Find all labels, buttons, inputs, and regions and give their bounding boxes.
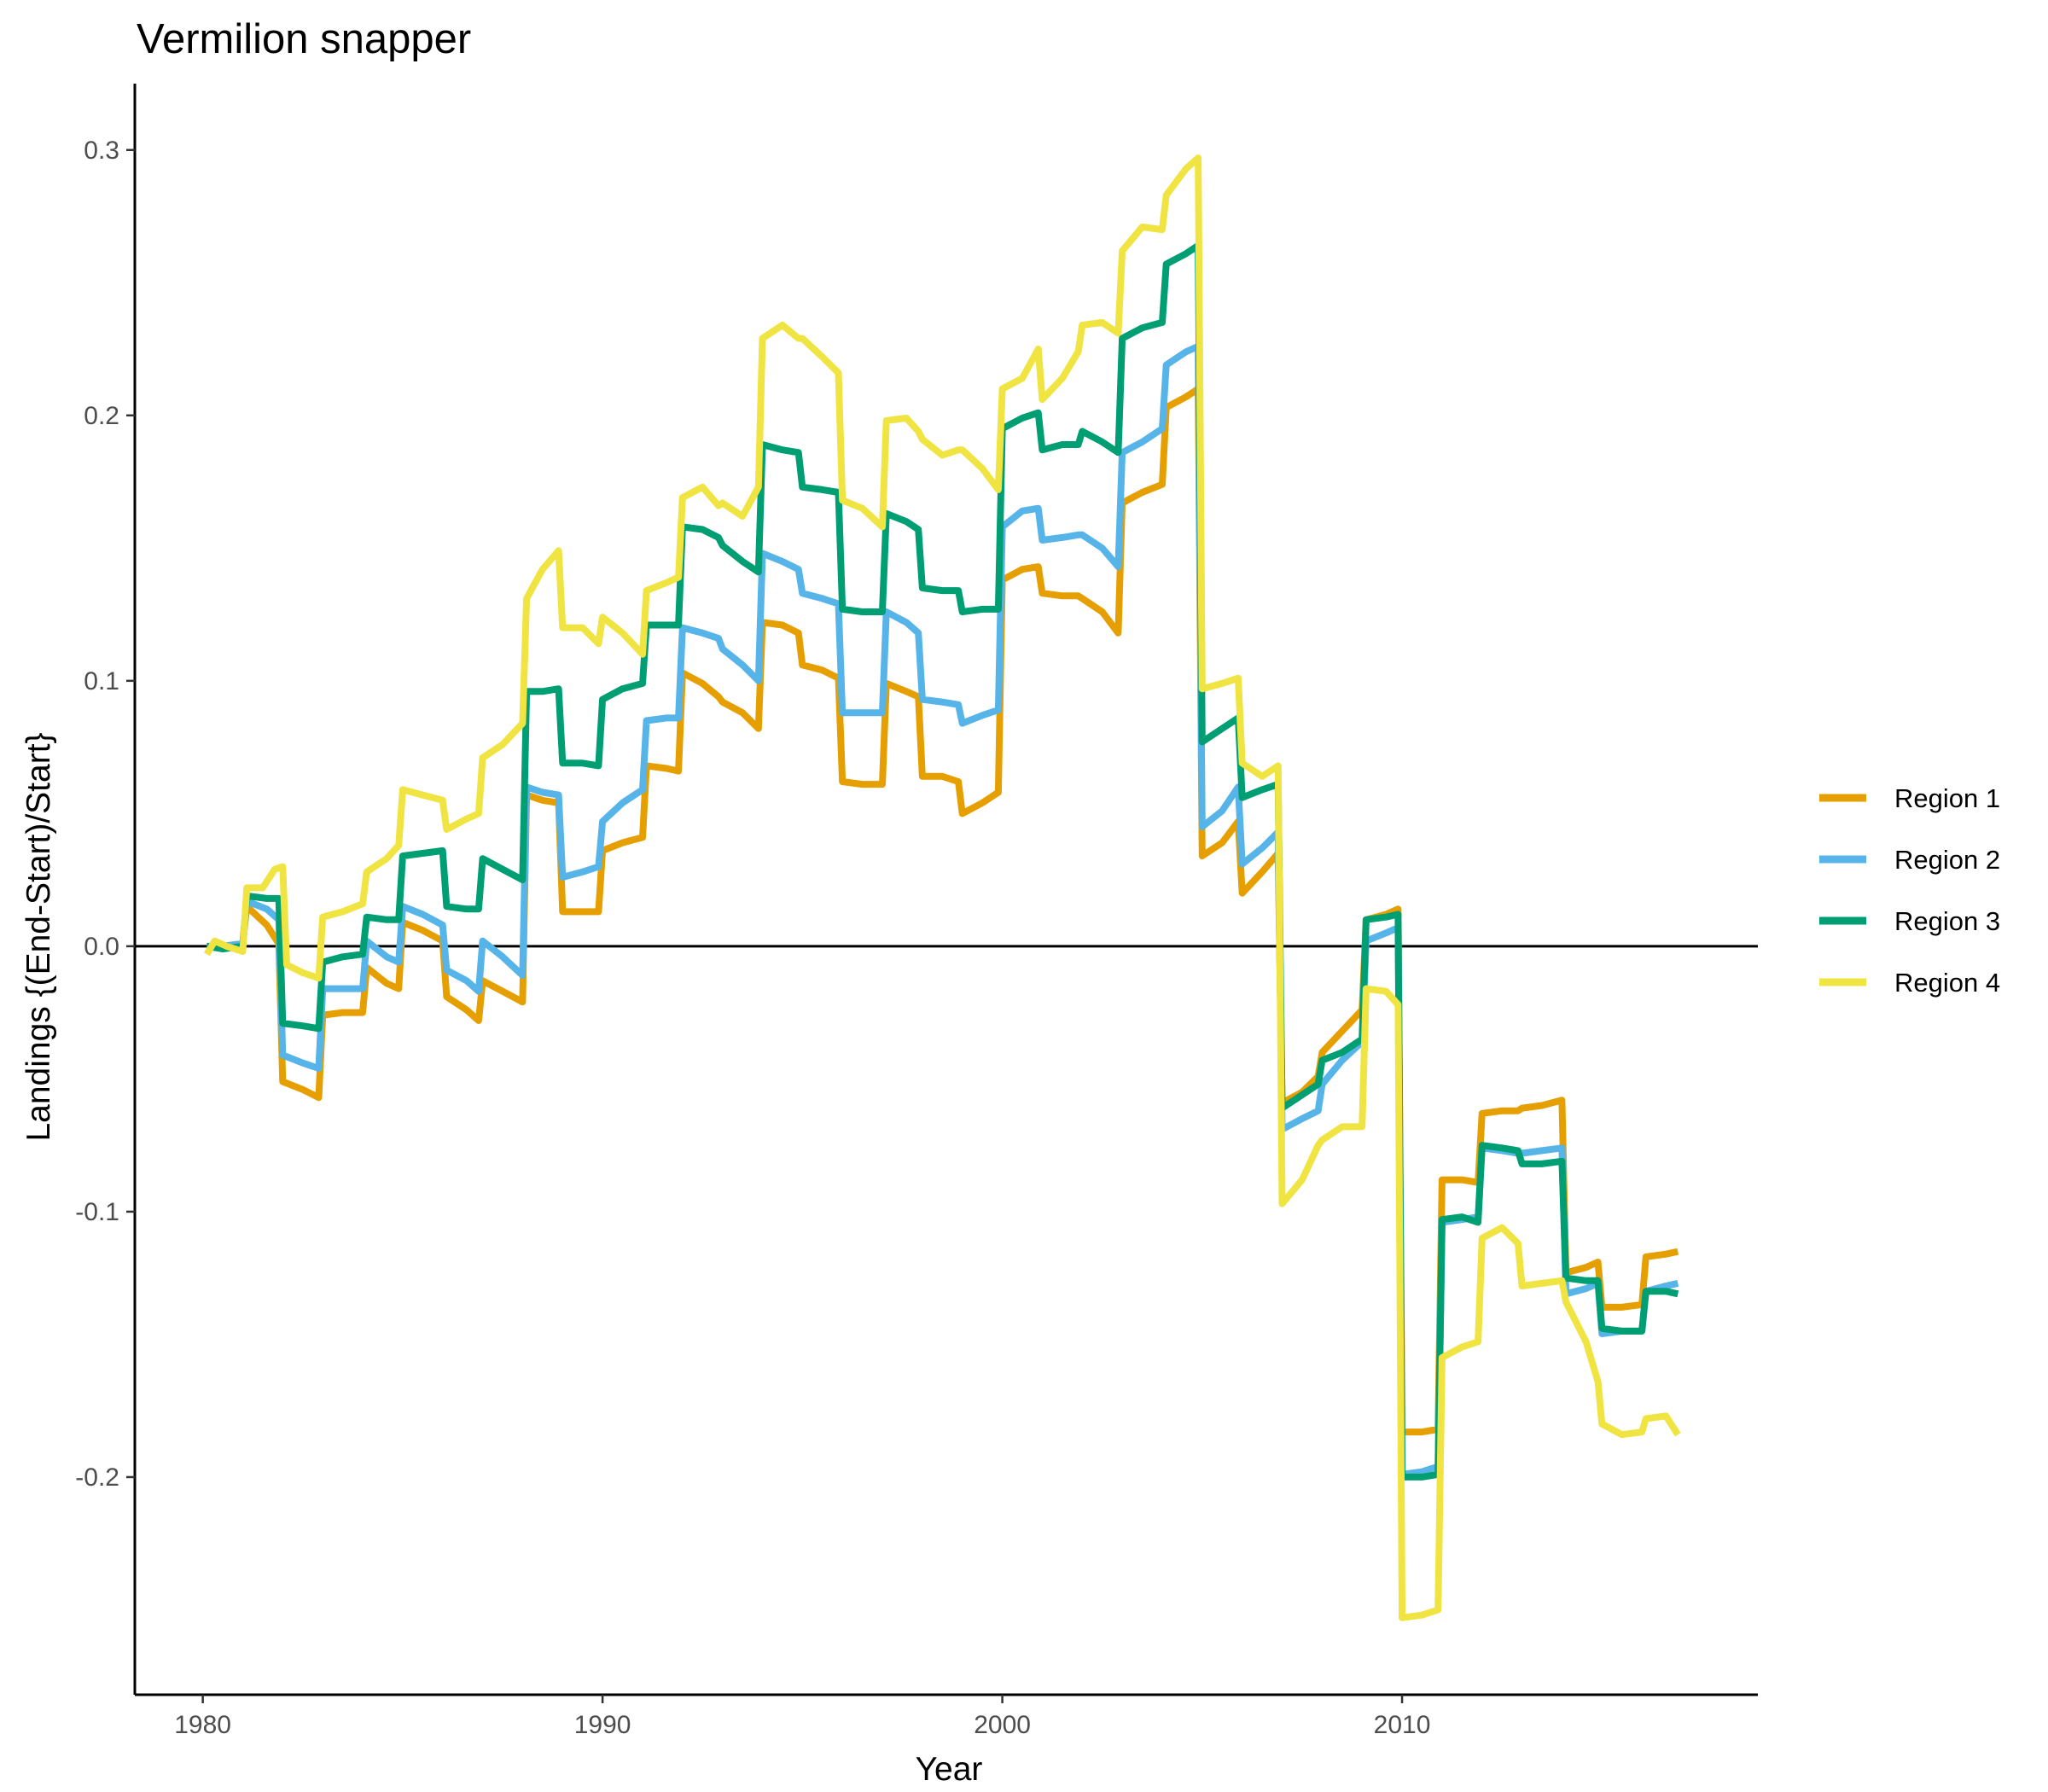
y-tick-label: 0.3 (84, 137, 119, 165)
legend-label-region-1: Region 1 (1894, 783, 2000, 813)
x-tick-label: 2000 (974, 1711, 1031, 1739)
y-tick-label: -0.2 (75, 1463, 119, 1492)
y-tick-label: -0.1 (75, 1198, 119, 1226)
x-axis-title: Year (916, 1751, 983, 1788)
x-tick-label: 1980 (174, 1711, 231, 1739)
plot-area: -0.2 -0.1 0.0 0.1 0.2 0.3 1980 1990 2000 2010 (75, 84, 1758, 1739)
x-tick-label: 2010 (1374, 1711, 1431, 1739)
y-tick-label: 0.2 (84, 402, 119, 430)
y-axis-title: Landings {(End-Start)/Start} (20, 732, 57, 1141)
chart-title: Vermilion snapper (137, 16, 471, 62)
series-line-region-1 (207, 385, 1679, 1436)
legend: Region 1 Region 2 Region 3 Region 4 (1819, 783, 2000, 998)
x-tick-label: 1990 (574, 1711, 631, 1739)
y-tick-label: 0.1 (84, 667, 119, 695)
series-line-region-2 (207, 342, 1679, 1478)
legend-label-region-4: Region 4 (1894, 968, 2000, 998)
series-line-region-3 (206, 241, 1679, 1481)
legend-label-region-2: Region 2 (1894, 845, 2000, 875)
legend-label-region-3: Region 3 (1894, 906, 2000, 936)
y-tick-label: 0.0 (84, 933, 119, 961)
series-line-region-4 (203, 154, 1681, 1621)
